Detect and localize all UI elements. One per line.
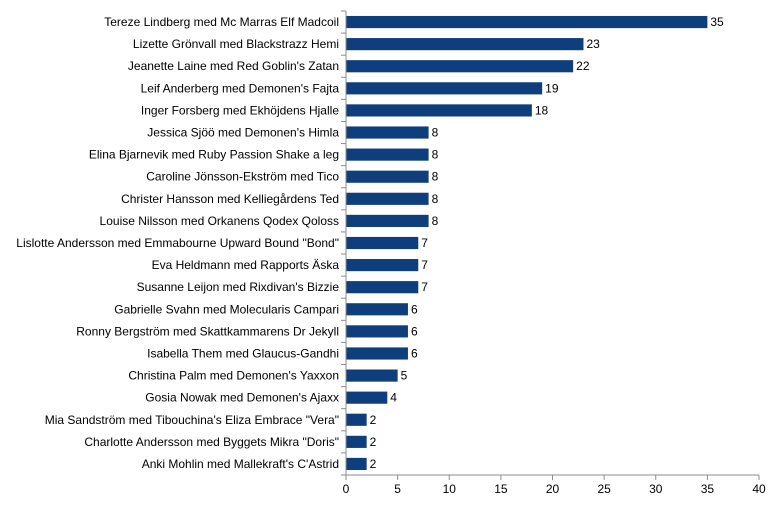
bar bbox=[346, 457, 367, 471]
x-tick-label: 25 bbox=[597, 482, 611, 496]
bar bbox=[346, 413, 367, 426]
data-label: 5 bbox=[401, 369, 408, 383]
data-label: 8 bbox=[432, 170, 439, 184]
bar bbox=[346, 236, 419, 250]
bar bbox=[346, 435, 367, 448]
category-label: Mia Sandström med Tibouchina's Eliza Emb… bbox=[45, 413, 339, 427]
bar bbox=[346, 148, 429, 161]
axes-group bbox=[341, 10, 760, 480]
category-label: Elina Bjarnevik med Ruby Passion Shake a… bbox=[89, 148, 339, 162]
data-label: 2 bbox=[370, 457, 377, 471]
data-label: 4 bbox=[390, 391, 397, 405]
category-label: Leif Anderberg med Demonen's Fajta bbox=[141, 81, 340, 95]
data-label: 8 bbox=[432, 148, 439, 162]
bar bbox=[346, 369, 398, 382]
data-label: 6 bbox=[411, 302, 418, 316]
bar bbox=[346, 38, 584, 51]
bar bbox=[346, 259, 419, 272]
data-label: 7 bbox=[421, 236, 428, 250]
bar bbox=[346, 347, 408, 360]
category-label: Tereze Lindberg med Mc Marras Elf Madcoi… bbox=[104, 15, 339, 29]
x-tick-label: 5 bbox=[394, 482, 401, 496]
x-tick-label: 10 bbox=[443, 482, 457, 496]
x-tick-label: 20 bbox=[546, 482, 560, 496]
data-label: 8 bbox=[432, 214, 439, 228]
x-tick-label: 40 bbox=[752, 482, 766, 496]
category-label: Louise Nilsson med Orkanens Qodex Qoloss bbox=[100, 214, 339, 228]
bar bbox=[346, 15, 708, 29]
category-label: Gabrielle Svahn med Molecularis Campari bbox=[114, 302, 339, 316]
category-label: Jeanette Laine med Red Goblin's Zatan bbox=[128, 59, 339, 73]
data-label: 7 bbox=[421, 280, 428, 294]
bar bbox=[346, 126, 429, 139]
category-label: Christer Hansson med Kelliegårdens Ted bbox=[121, 192, 339, 206]
category-label: Ronny Bergström med Skattkammarens Dr Je… bbox=[76, 324, 339, 338]
x-tick-label: 30 bbox=[649, 482, 663, 496]
data-label: 6 bbox=[411, 346, 418, 360]
category-label: Anki Mohlin med Mallekraft's C'Astrid bbox=[142, 457, 339, 471]
data-label: 2 bbox=[370, 435, 377, 449]
data-label: 18 bbox=[535, 103, 549, 117]
data-label: 19 bbox=[545, 81, 559, 95]
bar bbox=[346, 60, 574, 73]
bar bbox=[346, 281, 419, 294]
bar bbox=[346, 82, 543, 95]
data-label: 23 bbox=[586, 37, 600, 51]
category-label: Susanne Leijon med Rixdivan's Bizzie bbox=[137, 280, 340, 294]
category-label: Christina Palm med Demonen's Yaxxon bbox=[128, 369, 339, 383]
bar bbox=[346, 214, 429, 227]
category-label: Lislotte Andersson med Emmabourne Upward… bbox=[16, 236, 339, 250]
x-tick-label: 0 bbox=[343, 482, 350, 496]
category-label: Inger Forsberg med Ekhöjdens Hjalle bbox=[141, 103, 339, 117]
data-label: 22 bbox=[576, 59, 590, 73]
category-label: Gosia Nowak med Demonen's Ajaxx bbox=[145, 391, 339, 405]
category-label: Caroline Jönsson-Ekström med Tico bbox=[146, 170, 339, 184]
bar bbox=[346, 391, 388, 404]
category-label: Eva Heldmann med Rapports Äska bbox=[152, 258, 340, 272]
bar bbox=[346, 192, 429, 205]
x-tick-label: 15 bbox=[494, 482, 508, 496]
data-label: 8 bbox=[432, 126, 439, 140]
labels-group: Tereze Lindberg med Mc Marras Elf Madcoi… bbox=[16, 15, 766, 496]
category-label: Charlotte Andersson med Byggets Mikra "D… bbox=[84, 435, 339, 449]
bar bbox=[346, 104, 532, 117]
category-label: Lizette Grönvall med Blackstrazz Hemi bbox=[133, 37, 339, 51]
bars-group bbox=[346, 15, 708, 471]
data-label: 8 bbox=[432, 192, 439, 206]
data-label: 6 bbox=[411, 324, 418, 338]
bar bbox=[346, 170, 429, 183]
category-label: Isabella Them med Glaucus-Gandhi bbox=[147, 346, 339, 360]
data-label: 35 bbox=[710, 15, 724, 29]
category-label: Jessica Sjöö med Demonen's Himla bbox=[147, 126, 339, 140]
x-tick-label: 35 bbox=[701, 482, 715, 496]
data-label: 7 bbox=[421, 258, 428, 272]
bar bbox=[346, 303, 408, 316]
data-label: 2 bbox=[370, 413, 377, 427]
bar bbox=[346, 325, 408, 338]
